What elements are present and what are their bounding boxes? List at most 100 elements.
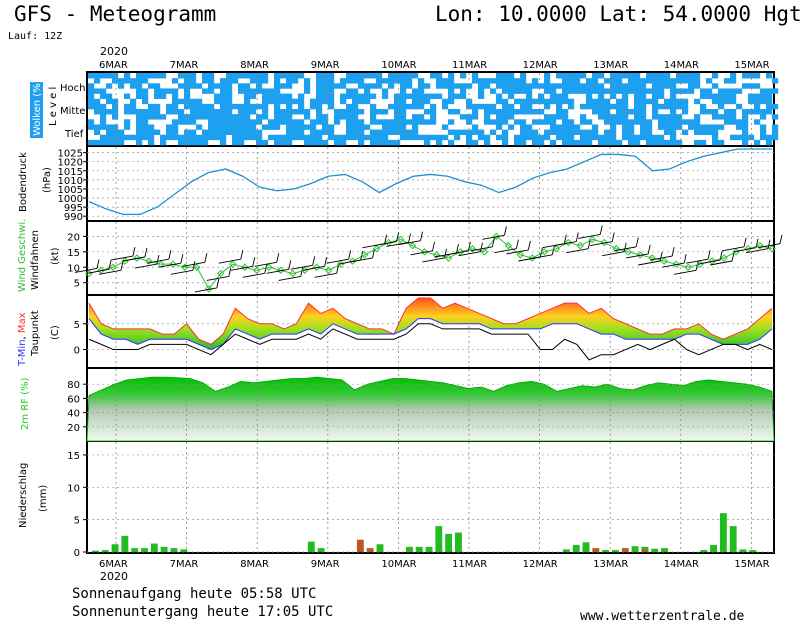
cloud-cell xyxy=(670,129,677,136)
cloud-cell xyxy=(664,139,671,146)
cloud-cell xyxy=(184,98,191,105)
cloud-cell xyxy=(190,134,197,141)
cloud-cell xyxy=(718,103,725,110)
wind-speed-point xyxy=(265,263,273,271)
cloud-cell xyxy=(628,134,635,141)
cloud-cell xyxy=(658,83,665,89)
cloud-cell xyxy=(586,88,593,94)
wind-barb xyxy=(554,241,577,246)
y-tick-label: 15 xyxy=(67,248,80,259)
cloud-cell xyxy=(436,78,443,84)
cloud-cell xyxy=(676,103,683,110)
y-tick-label: 60 xyxy=(67,394,80,405)
cloud-cell xyxy=(406,119,413,125)
cloud-cell xyxy=(172,129,179,136)
cloud-cell xyxy=(394,109,401,115)
cloud-cell xyxy=(658,93,665,100)
cloud-cell xyxy=(598,139,605,146)
cloud-cell xyxy=(130,103,137,110)
cloud-cell xyxy=(184,73,191,79)
wind-speed-point xyxy=(253,266,261,275)
cloud-cell xyxy=(454,129,461,136)
cloud-cell xyxy=(676,88,683,94)
cloud-cell xyxy=(286,124,293,130)
cloud-cell xyxy=(730,78,737,84)
cloud-cell xyxy=(154,83,161,89)
cloud-cell xyxy=(214,83,221,89)
wind-speed-point xyxy=(576,241,584,250)
cloud-cell xyxy=(634,78,641,84)
cloud-cell xyxy=(400,88,407,94)
cloud-cell xyxy=(652,88,659,94)
wind-barb-feather xyxy=(372,248,376,259)
cloud-cell xyxy=(214,129,221,136)
cloud-cell xyxy=(376,139,383,146)
cloud-cell xyxy=(520,119,527,125)
cloud-cell xyxy=(322,78,329,84)
cloud-cell xyxy=(418,114,425,120)
wind-barb xyxy=(446,250,469,256)
cloud-cell xyxy=(244,73,251,79)
cloud-cell xyxy=(658,124,665,130)
y-tick-label: 0 xyxy=(74,346,80,357)
y-tick-label: 1015 xyxy=(58,167,83,178)
cloud-cell xyxy=(712,98,719,105)
wind-speed-point xyxy=(408,241,417,250)
website-link[interactable]: www.wetterzentrale.de xyxy=(580,609,745,624)
cloud-cell xyxy=(562,93,569,100)
cloud-cell xyxy=(478,103,485,110)
wind-barb xyxy=(638,260,661,266)
cloud-cell xyxy=(106,134,113,141)
cloud-cell xyxy=(136,78,143,84)
cloud-cell xyxy=(352,93,359,100)
cloud-cell xyxy=(622,93,629,100)
cloud-cell xyxy=(556,129,563,136)
cloud-cell xyxy=(424,134,431,141)
cloud-cell xyxy=(550,88,557,94)
cloud-cell xyxy=(772,134,779,141)
cloud-cell xyxy=(574,78,581,84)
wind-barb xyxy=(242,272,265,278)
cloud-cell xyxy=(676,139,683,146)
cloud-cell xyxy=(688,83,695,89)
cloud-cell xyxy=(94,73,101,79)
cloud-cell xyxy=(460,83,467,89)
cloud-cell xyxy=(688,78,695,84)
wind-barb xyxy=(110,255,134,261)
cloud-cell xyxy=(628,119,635,125)
y-tick-label: 20 xyxy=(67,423,80,434)
wind-barb xyxy=(733,247,757,253)
cloud-cell xyxy=(244,103,251,110)
cloud-cell xyxy=(754,139,761,146)
cloud-cell xyxy=(154,103,161,110)
cloud-cell xyxy=(712,124,719,130)
cloud-cell xyxy=(448,73,455,79)
cloud-cell xyxy=(274,83,281,89)
cloud-cell xyxy=(256,83,263,89)
wind-barb-feather xyxy=(456,243,459,254)
cloud-cell xyxy=(622,83,629,89)
cloud-cell xyxy=(286,119,293,125)
cloud-cell xyxy=(100,134,107,141)
wind-barb xyxy=(194,287,217,293)
cloud-cell xyxy=(592,134,599,141)
y-tick-label: 0 xyxy=(74,548,80,559)
cloud-cell xyxy=(190,119,197,125)
cloud-cell xyxy=(730,98,737,105)
cloud-cell xyxy=(688,124,695,130)
wind-speed-point xyxy=(564,238,573,247)
cloud-cell xyxy=(664,119,671,125)
cloud-cell xyxy=(724,98,731,105)
cloud-cell xyxy=(640,88,647,94)
cloud-cell xyxy=(406,78,413,84)
wind-barb-feather xyxy=(108,260,112,270)
cloud-cell xyxy=(172,124,179,130)
cloud-cell xyxy=(502,134,509,141)
cloud-cell xyxy=(568,139,575,146)
cloud-cell xyxy=(580,129,587,136)
cloud-cell xyxy=(562,124,569,130)
cloud-cell xyxy=(502,78,509,84)
cloud-cell xyxy=(472,124,479,130)
precip-bar xyxy=(582,542,590,552)
cloud-cell xyxy=(382,88,389,94)
